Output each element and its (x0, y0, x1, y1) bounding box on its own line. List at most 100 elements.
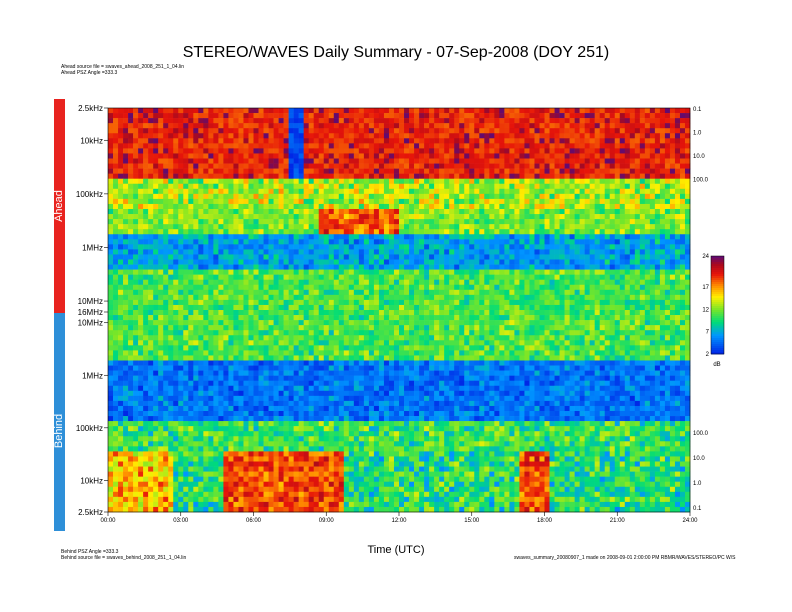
heatmap-cell (554, 138, 560, 144)
heatmap-cell (459, 118, 465, 124)
heatmap-cell (183, 289, 189, 296)
heatmap-cell (534, 143, 540, 149)
heatmap-cell (278, 279, 284, 286)
heatmap-cell (444, 163, 450, 169)
heatmap-cell (373, 203, 380, 210)
heatmap-cell (338, 299, 345, 306)
heatmap-cell (644, 229, 651, 235)
heatmap-cell (143, 193, 149, 200)
heatmap-cell (393, 315, 400, 321)
heatmap-cell (283, 279, 289, 286)
heatmap-cell (429, 264, 435, 270)
heatmap-cell (459, 244, 465, 250)
heatmap-cell (584, 224, 590, 230)
heatmap-cell (318, 118, 325, 124)
heatmap-cell (318, 264, 325, 270)
heatmap-cell (168, 148, 174, 154)
heatmap-cell (504, 224, 510, 230)
heatmap-cell (544, 209, 550, 215)
heatmap-cell (333, 123, 340, 129)
heatmap-cell (559, 229, 565, 235)
heatmap-cell (158, 294, 164, 301)
heatmap-cell (634, 133, 641, 139)
heatmap-cell (348, 219, 355, 225)
heatmap-cell (328, 123, 335, 129)
heatmap-cell (373, 294, 380, 301)
heatmap-cell (494, 229, 500, 235)
heatmap-cell (649, 173, 656, 179)
heatmap-cell (368, 315, 375, 321)
heatmap-cell (429, 259, 435, 265)
heatmap-cell (554, 254, 560, 260)
heatmap-cell (414, 163, 420, 169)
heatmap-cell (649, 315, 656, 321)
heatmap-cell (348, 209, 355, 215)
heatmap-cell (118, 239, 124, 245)
heatmap-cell (444, 254, 450, 260)
heatmap-cell (424, 173, 430, 179)
heatmap-cell (494, 193, 500, 200)
heatmap-cell (494, 224, 500, 230)
heatmap-cell (599, 138, 606, 144)
heatmap-cell (358, 244, 365, 250)
heatmap-cell (178, 269, 184, 275)
heatmap-cell (363, 158, 370, 164)
heatmap-cell (629, 173, 636, 179)
heatmap-cell (233, 224, 239, 230)
heatmap-cell (634, 299, 641, 306)
heatmap-cell (108, 148, 114, 154)
heatmap-cell (308, 284, 315, 291)
heatmap-cell (424, 254, 430, 260)
heatmap-cell (128, 214, 134, 220)
heatmap-cell (143, 259, 149, 265)
heatmap-cell (278, 153, 284, 159)
heatmap-cell (609, 219, 616, 225)
heatmap-cell (173, 239, 179, 245)
heatmap-cell (133, 198, 139, 205)
heatmap-cell (509, 198, 515, 205)
heatmap-cell (283, 284, 289, 291)
heatmap-cell (218, 289, 224, 296)
heatmap-cell (409, 214, 415, 220)
heatmap-cell (559, 188, 565, 195)
heatmap-cell (273, 259, 279, 265)
heatmap-cell (399, 284, 405, 291)
heatmap-cell (168, 183, 174, 190)
heatmap-cell (283, 133, 289, 139)
heatmap-cell (459, 158, 465, 164)
heatmap-cell (268, 299, 274, 306)
heatmap-cell (604, 214, 611, 220)
heatmap-cell (604, 279, 611, 286)
heatmap-cell (454, 178, 460, 185)
heatmap-cell (654, 138, 661, 144)
heatmap-cell (393, 234, 400, 240)
heatmap-cell (278, 188, 284, 195)
heatmap-cell (223, 274, 229, 280)
heatmap-cell (173, 163, 179, 169)
heatmap-cell (414, 289, 420, 296)
heatmap-cell (243, 188, 249, 195)
heatmap-cell (358, 239, 365, 245)
heatmap-cell (308, 214, 315, 220)
heatmap-cell (203, 128, 209, 134)
heatmap-cell (143, 118, 149, 124)
heatmap-cell (639, 209, 646, 215)
heatmap-cell (434, 168, 440, 174)
heatmap-cell (218, 143, 224, 149)
heatmap-cell (163, 128, 169, 134)
heatmap-cell (489, 128, 495, 134)
heatmap-cell (343, 269, 350, 275)
heatmap-cell (228, 224, 234, 230)
heatmap-cell (128, 219, 134, 225)
heatmap-cell (293, 244, 299, 250)
heatmap-cell (624, 123, 631, 129)
heatmap-cell (248, 123, 254, 129)
heatmap-cell (474, 214, 480, 220)
heatmap-cell (584, 168, 590, 174)
heatmap-cell (624, 138, 631, 144)
heatmap-cell (158, 203, 164, 210)
heatmap-cell (634, 138, 641, 144)
heatmap-cell (313, 143, 320, 149)
heatmap-cell (303, 234, 309, 240)
heatmap-cell (348, 254, 355, 260)
